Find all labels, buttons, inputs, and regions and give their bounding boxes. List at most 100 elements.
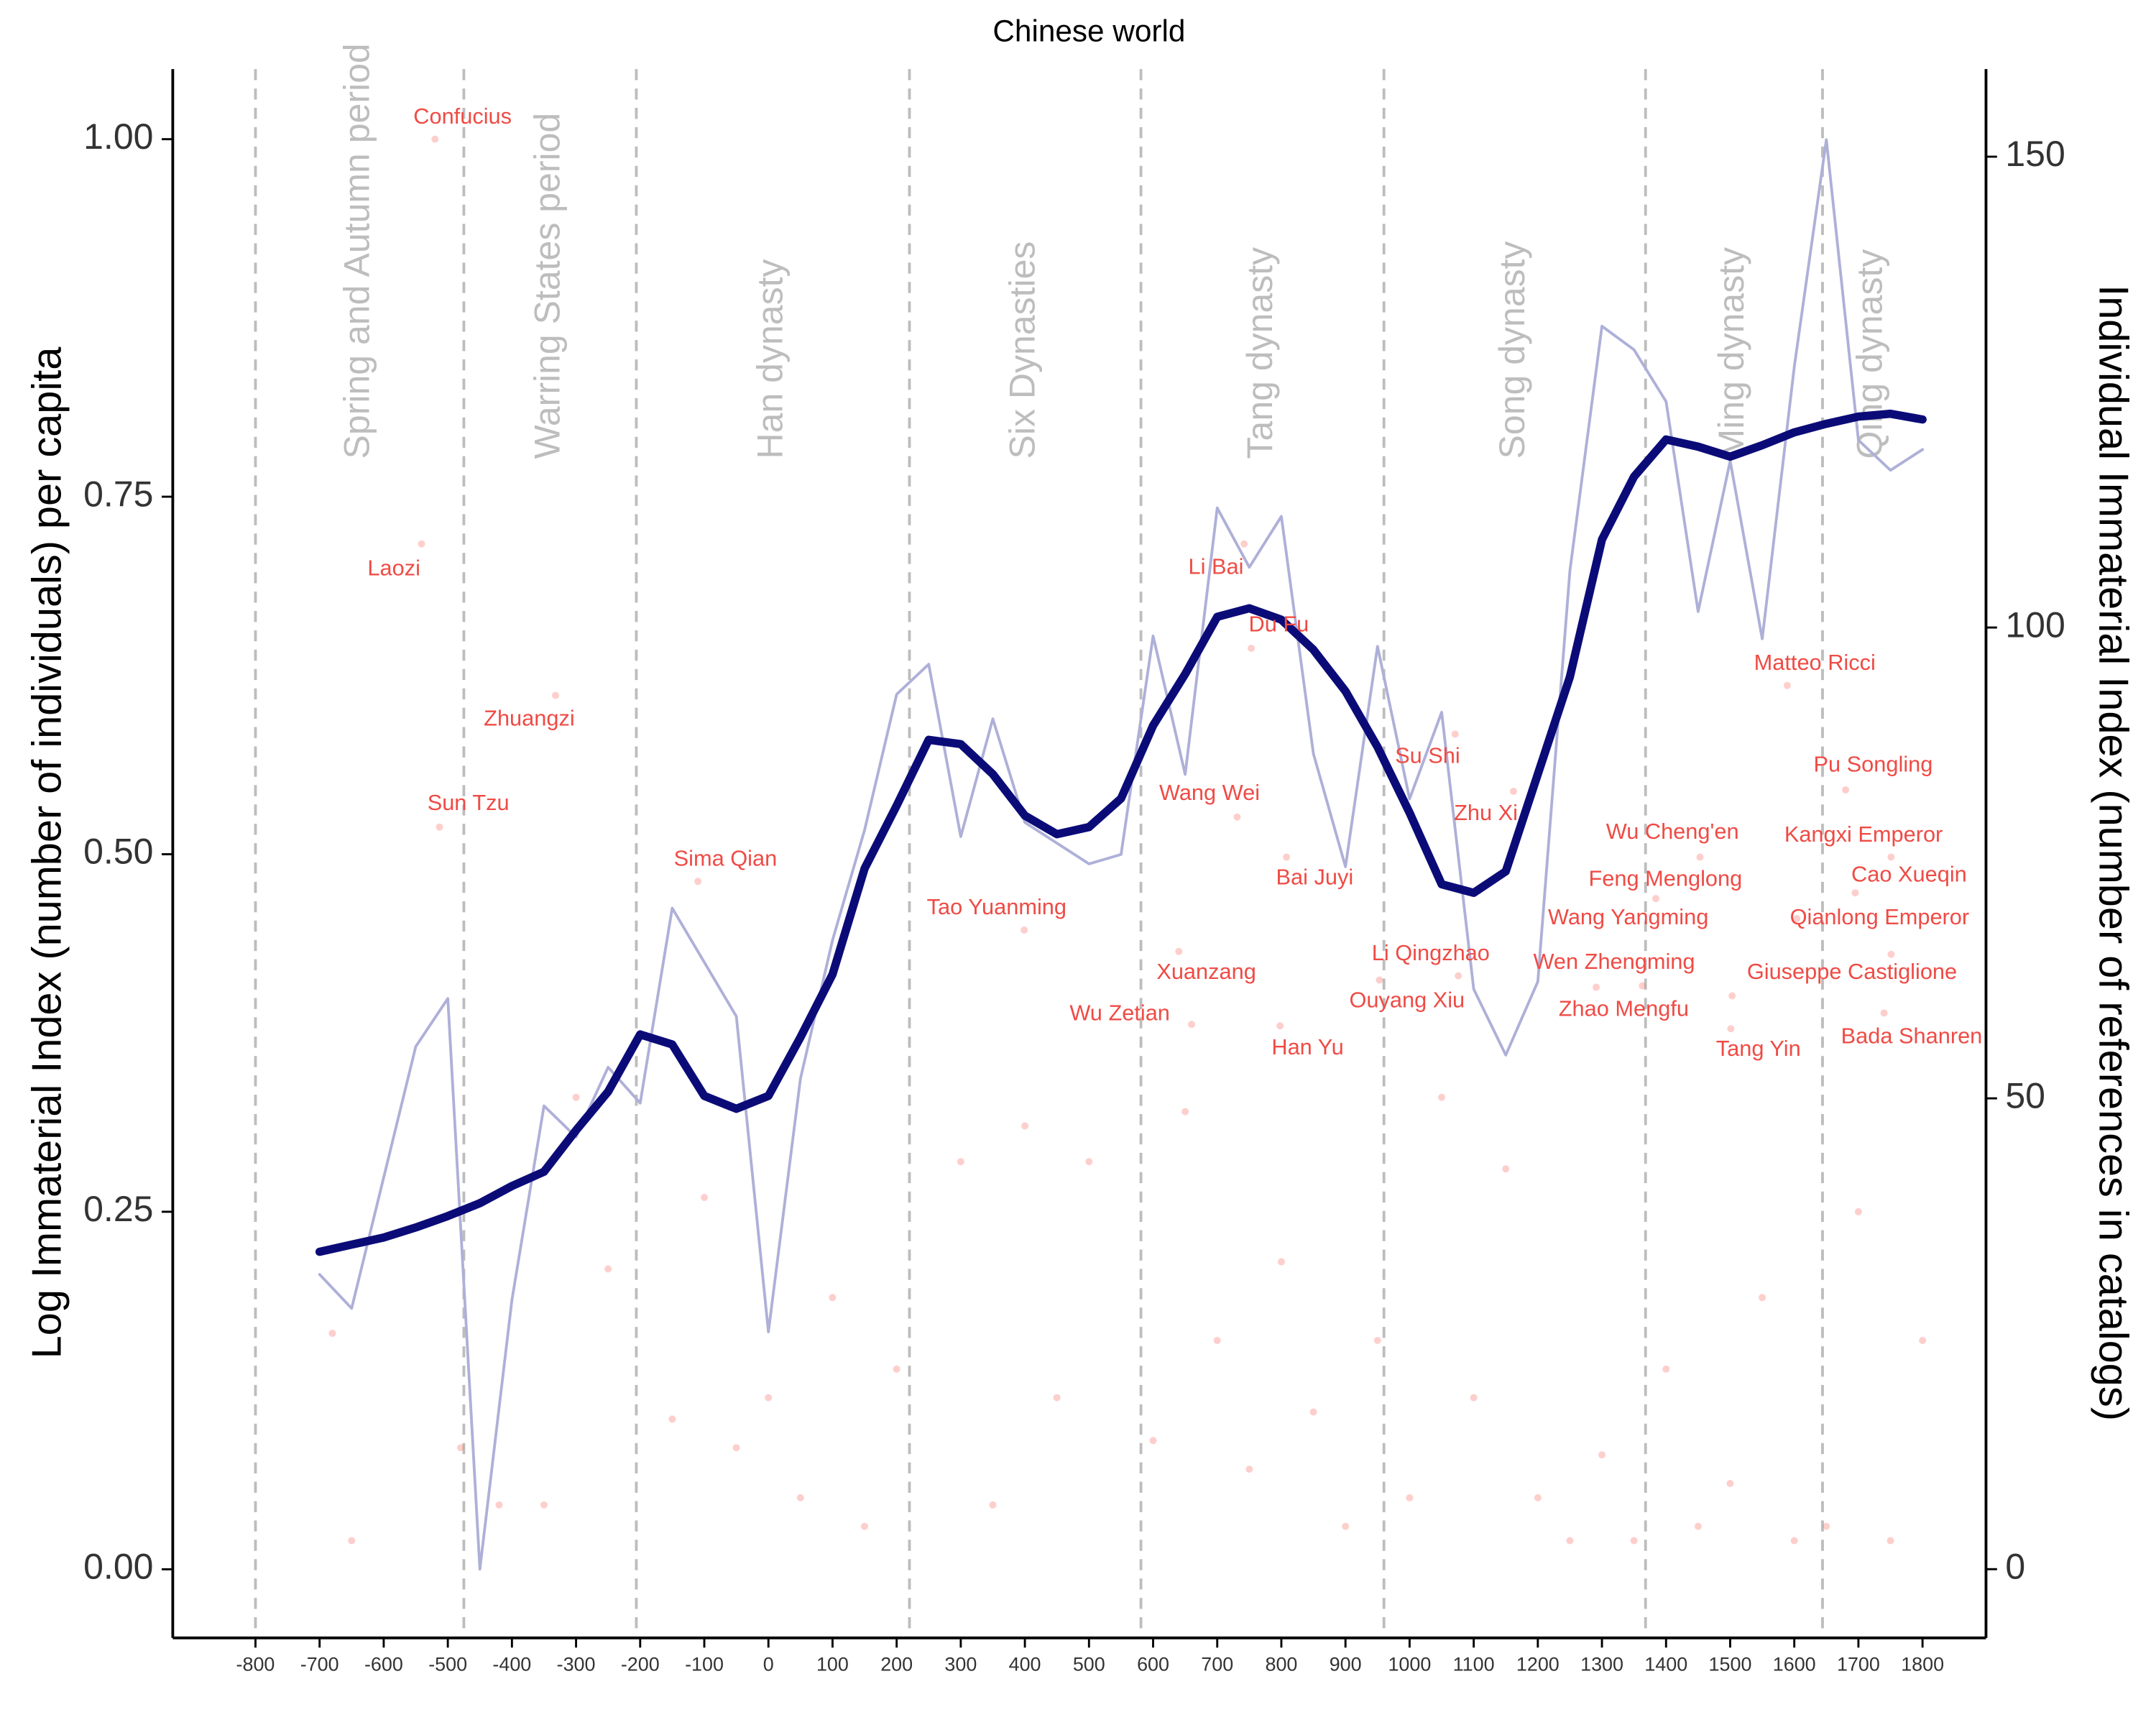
annotation: Qianlong Emperor bbox=[1790, 904, 1970, 929]
period-label: Warring States period bbox=[528, 113, 568, 459]
individual-point bbox=[1373, 1336, 1381, 1344]
individual-point bbox=[604, 1265, 612, 1273]
individual-point bbox=[694, 878, 702, 886]
individual-point bbox=[1593, 983, 1600, 991]
individual-point bbox=[1759, 1294, 1766, 1302]
individual-point bbox=[829, 1294, 837, 1302]
y2-axis-label: Individual Immaterial Index (number of r… bbox=[2090, 285, 2136, 1421]
series-line bbox=[315, 409, 1927, 1256]
annotation: Han Yu bbox=[1271, 1034, 1343, 1059]
individual-point bbox=[1233, 813, 1241, 821]
annotation: Bada Shanren bbox=[1841, 1023, 1983, 1048]
individual-point bbox=[1188, 1021, 1196, 1029]
x-tick-label: 1400 bbox=[1644, 1653, 1687, 1675]
y-axis-label: Log Immaterial Index (number of individu… bbox=[24, 346, 70, 1359]
individual-point bbox=[1276, 1022, 1284, 1030]
annotation: Feng Menglong bbox=[1589, 865, 1743, 891]
individual-point bbox=[1213, 1336, 1221, 1344]
individual-point bbox=[1509, 787, 1517, 795]
annotation: Wang Yangming bbox=[1548, 904, 1708, 929]
annotation: Wen Zhengming bbox=[1533, 949, 1695, 974]
annotation: Wu Cheng'en bbox=[1606, 819, 1739, 844]
individual-point bbox=[957, 1158, 964, 1166]
individual-point bbox=[1085, 1158, 1093, 1166]
x-tick-label: 200 bbox=[880, 1653, 913, 1675]
annotation: Kangxi Emperor bbox=[1784, 822, 1943, 847]
individual-point bbox=[861, 1522, 869, 1530]
annotation: Tao Yuanming bbox=[927, 894, 1067, 919]
individual-point bbox=[1639, 982, 1646, 990]
annotation: Zhu Xi bbox=[1454, 800, 1518, 825]
annotation: Zhuangzi bbox=[484, 706, 575, 731]
x-tick-label: 400 bbox=[1009, 1653, 1041, 1675]
x-tick-label: 1500 bbox=[1709, 1653, 1752, 1675]
y2-tick-label: 100 bbox=[2005, 604, 2065, 645]
individual-point bbox=[1245, 1466, 1253, 1473]
annotation: Tang Yin bbox=[1716, 1036, 1801, 1061]
individual-point bbox=[1283, 853, 1291, 861]
individual-point bbox=[1566, 1537, 1574, 1545]
individual-point bbox=[495, 1501, 503, 1509]
individual-point bbox=[700, 1194, 708, 1202]
period-label: Han dynasty bbox=[750, 259, 791, 459]
annotation: Laozi bbox=[367, 556, 420, 581]
individual-point bbox=[1438, 1093, 1446, 1101]
individual-point bbox=[1887, 853, 1895, 861]
individual-point bbox=[1823, 1522, 1830, 1530]
individual-point bbox=[328, 1330, 336, 1338]
individual-point bbox=[1149, 1437, 1157, 1445]
chart-title: Chinese world bbox=[992, 14, 1185, 47]
x-tick-label: 1100 bbox=[1453, 1653, 1495, 1675]
individual-point bbox=[1783, 681, 1791, 689]
individual-point bbox=[1696, 853, 1704, 861]
individual-point bbox=[1662, 1365, 1670, 1373]
y-tick-label: 0.50 bbox=[83, 832, 153, 872]
annotation: Sima Qian bbox=[674, 846, 778, 871]
x-tick-label: 1600 bbox=[1773, 1653, 1816, 1675]
x-tick-label: 1700 bbox=[1837, 1653, 1880, 1675]
individual-point bbox=[1793, 915, 1801, 923]
x-tick-label: 900 bbox=[1330, 1653, 1362, 1675]
x-tick-label: 500 bbox=[1073, 1653, 1105, 1675]
individual-point bbox=[348, 1537, 356, 1545]
annotation: Su Shi bbox=[1395, 742, 1460, 768]
individual-point bbox=[1277, 1258, 1285, 1266]
annotation: Li Qingzhao bbox=[1372, 940, 1490, 965]
period-label: Spring and Autumn period bbox=[337, 43, 377, 459]
individual-point bbox=[1502, 1165, 1510, 1173]
annotation: Li Bai bbox=[1188, 554, 1243, 579]
y2-tick-label: 50 bbox=[2005, 1075, 2045, 1116]
x-tick-label: 600 bbox=[1137, 1653, 1169, 1675]
individual-point bbox=[1053, 1394, 1061, 1402]
individual-point bbox=[1376, 976, 1383, 984]
y2-tick-label: 0 bbox=[2005, 1546, 2025, 1586]
individual-point bbox=[1021, 926, 1028, 934]
individual-point bbox=[1598, 1451, 1606, 1459]
period-label: Tang dynasty bbox=[1240, 247, 1280, 459]
annotation: Ouyang Xiu bbox=[1349, 988, 1465, 1013]
x-tick-label: -800 bbox=[236, 1653, 275, 1675]
individual-point bbox=[989, 1501, 997, 1509]
period-label: Ming dynasty bbox=[1711, 247, 1751, 459]
annotation: Wang Wei bbox=[1159, 780, 1260, 805]
individual-point bbox=[436, 823, 443, 831]
individual-point bbox=[893, 1365, 900, 1373]
individual-point bbox=[1694, 1522, 1702, 1530]
individual-point bbox=[1534, 1494, 1542, 1501]
x-tick-label: -400 bbox=[492, 1653, 531, 1675]
individual-point bbox=[1790, 1537, 1798, 1545]
individual-point bbox=[1630, 1537, 1638, 1545]
x-tick-label: 800 bbox=[1266, 1653, 1298, 1675]
individual-point bbox=[456, 1444, 464, 1452]
individual-point bbox=[572, 1093, 580, 1101]
y-tick-label: 0.75 bbox=[83, 474, 153, 514]
x-tick-label: -200 bbox=[621, 1653, 660, 1675]
annotation: Sun Tzu bbox=[428, 790, 510, 815]
x-tick-label: 1800 bbox=[1901, 1653, 1944, 1675]
individual-point bbox=[1406, 1494, 1414, 1501]
individual-point bbox=[1455, 972, 1462, 980]
annotation: Xuanzang bbox=[1156, 959, 1256, 984]
